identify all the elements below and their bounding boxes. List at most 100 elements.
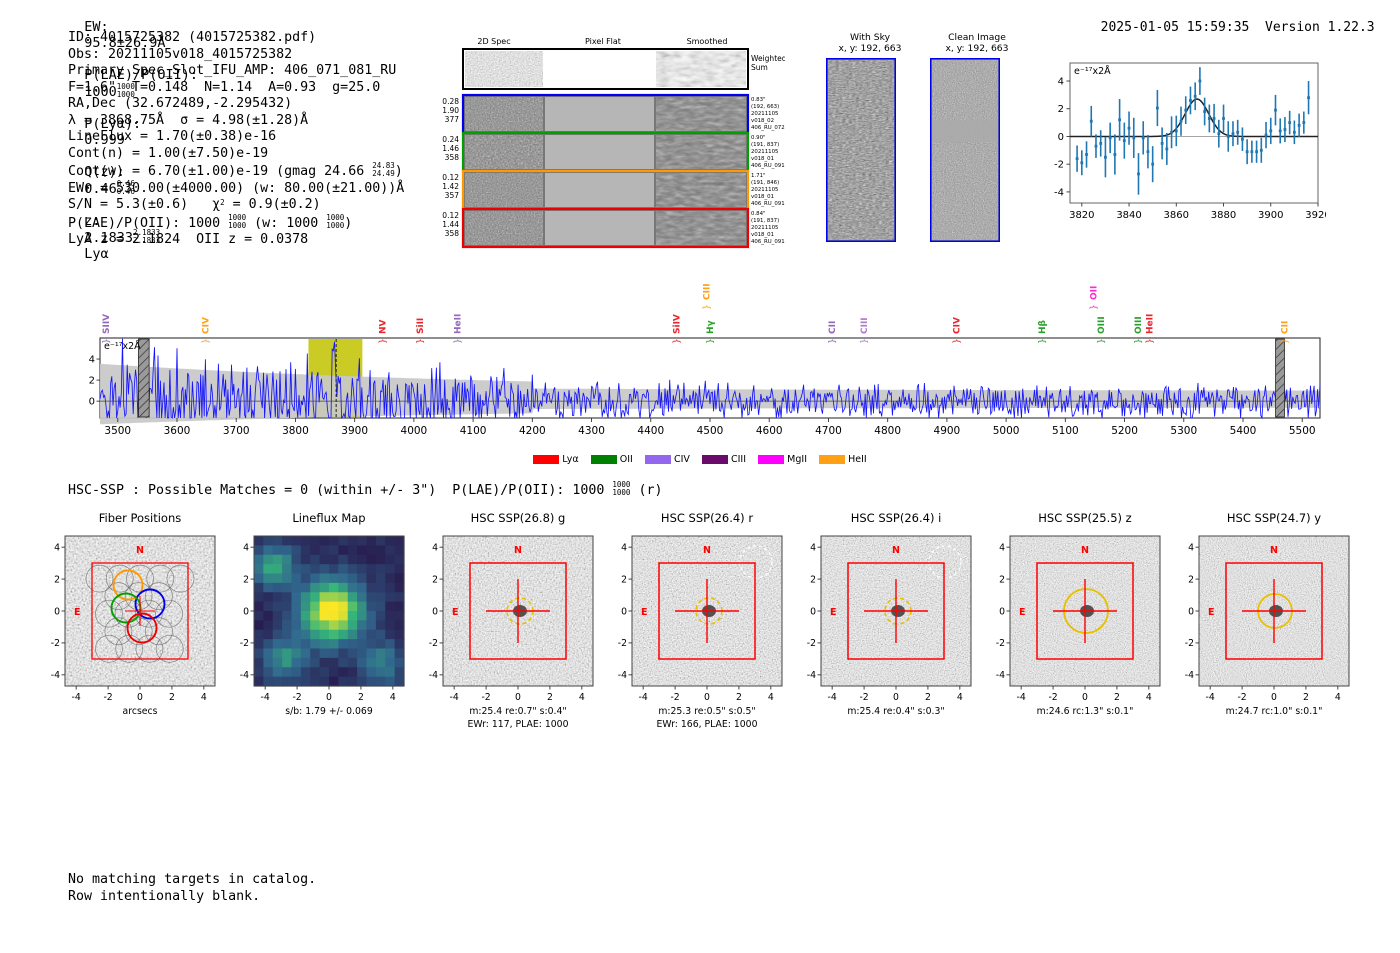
svg-text:-2: -2 [1054, 160, 1064, 171]
legend-swatch-civ [644, 455, 671, 464]
info-plae: P(LAE)/P(OII): 1000 1000 1000 (w: 1000 10… [68, 212, 353, 231]
svg-text:s/b: 1.79 +/- 0.069: s/b: 1.79 +/- 0.069 [285, 706, 373, 717]
legend-item: OII [590, 454, 633, 465]
svg-text:-4: -4 [1206, 692, 1215, 703]
info-id: ID: 4015725382 (4015725382.pdf) [68, 30, 317, 45]
svg-text:}: } [453, 338, 463, 344]
legend-item: CIV [644, 454, 690, 465]
svg-text:SIIV: SIIV [102, 314, 112, 334]
svg-text:HSC SSP(26.4) r: HSC SSP(26.4) r [661, 511, 753, 525]
svg-text:5200: 5200 [1111, 425, 1138, 437]
info-cont-n: Cont(n) = 1.00(±7.50)e-19 [68, 145, 269, 161]
svg-text:CIII: CIII [703, 283, 713, 300]
version-text: Version 1.22.3 [1265, 20, 1375, 35]
info-lambda-sigma: λ = 3868.75Å σ = 4.98(±1.28)Å [68, 112, 309, 128]
svg-text:CII: CII [1281, 321, 1291, 334]
svg-text:m:25.4 re:0.7" s:0.4": m:25.4 re:0.7" s:0.4" [469, 706, 566, 717]
svg-text:0: 0 [893, 692, 899, 703]
svg-text:0.28: 0.28 [442, 97, 459, 106]
svg-text:3840: 3840 [1116, 210, 1141, 221]
svg-text:Pixel Flat: Pixel Flat [585, 37, 621, 46]
full-spectrum-chart: e⁻¹⁷x2Å 0 2 4 3500 3600 3700 3800 3900 4000 4100 42… [82, 270, 1322, 455]
svg-text:3920: 3920 [1305, 210, 1326, 221]
z-line-id: Lyα [84, 245, 109, 262]
svg-text:-4: -4 [828, 692, 837, 703]
info-obs: Obs: 20211105v018_4015725382 [68, 46, 293, 62]
svg-text:4: 4 [1146, 692, 1152, 703]
z-value: 2.1833 [84, 229, 134, 246]
svg-text:(191, 837): (191, 837) [751, 218, 779, 224]
svg-text:2: 2 [358, 692, 364, 703]
svg-text:406_RU_091: 406_RU_091 [751, 239, 785, 245]
svg-text:-2: -2 [51, 638, 60, 649]
svg-text:E: E [830, 607, 837, 618]
svg-text:0: 0 [999, 606, 1005, 617]
svg-text:0: 0 [515, 692, 521, 703]
svg-text:Sum: Sum [751, 63, 768, 72]
svg-text:4: 4 [432, 542, 438, 553]
svg-text:0: 0 [54, 606, 60, 617]
svg-text:4: 4 [1188, 542, 1194, 553]
svg-text:2: 2 [1188, 574, 1194, 585]
legend-item: Lyα [533, 454, 579, 465]
summary-header: EW: 95.8±26.9Å P(LAE)/P(OII): 1000 1000 10… [68, 3, 198, 262]
spec2d-svg: 2D Spec Pixel Flat Smoothed Weighted Sum… [442, 37, 785, 249]
svg-text:-2: -2 [481, 692, 490, 703]
footer-line-1: No matching targets in catalog. [68, 872, 317, 887]
svg-text:Smoothed: Smoothed [687, 37, 728, 46]
svg-text:1.46: 1.46 [442, 144, 459, 153]
svg-text:3700: 3700 [223, 425, 250, 437]
svg-text:}: } [1134, 338, 1144, 344]
svg-text:4100: 4100 [460, 425, 487, 437]
svg-text:2: 2 [1303, 692, 1309, 703]
svg-text:3900: 3900 [341, 425, 368, 437]
cutout-panel: HSC SSP(26.8) g N E -4 -4 -2 -2 0 0 2 2 4 4 m:25.4 re… [429, 511, 594, 730]
svg-text:4: 4 [621, 542, 627, 553]
svg-text:HeII: HeII [453, 314, 463, 334]
svg-text:0: 0 [432, 606, 438, 617]
svg-text:0: 0 [1058, 132, 1064, 143]
svg-text:5100: 5100 [1052, 425, 1079, 437]
svg-text:Hγ: Hγ [706, 320, 716, 334]
svg-text:SiII: SiII [416, 318, 426, 334]
svg-text:CII: CII [828, 321, 838, 334]
info-conditions: F=1.6" T=0.148 N=1.14 A=0.93 g=25.0 [68, 79, 381, 95]
svg-text:0: 0 [243, 606, 249, 617]
clean-image-panel [930, 58, 1000, 242]
svg-text:}: } [860, 338, 870, 344]
svg-text:}: } [1038, 338, 1048, 344]
plae-label: P(LAE)/P(OII): [84, 67, 199, 83]
svg-text:0: 0 [326, 692, 332, 703]
svg-text:2: 2 [1058, 104, 1064, 115]
svg-text:4: 4 [243, 542, 249, 553]
cutout-panel: HSC SSP(26.4) r N E -4 -4 -2 -2 0 0 2 2 4 4 m:25.3 re… [618, 511, 783, 730]
svg-text:-2: -2 [807, 638, 816, 649]
svg-text:3900: 3900 [1258, 210, 1283, 221]
svg-text:N: N [892, 545, 900, 556]
qz-range: 0.46 0.46 [116, 178, 135, 196]
svg-text:5400: 5400 [1230, 425, 1257, 437]
svg-text:-4: -4 [261, 692, 270, 703]
svg-text:4: 4 [1058, 77, 1064, 88]
legend-swatch-lya [533, 455, 560, 464]
cutout-panel: HSC SSP(25.5) z N E -4 -4 -2 -2 0 0 2 2 4 4 m:24.6 rc… [996, 511, 1161, 717]
svg-text:-2: -2 [1237, 692, 1246, 703]
svg-text:4: 4 [54, 542, 60, 553]
spectrum-legend: Lyα OII CIV CIII MgII HeII [0, 454, 1400, 465]
svg-text:-4: -4 [450, 692, 459, 703]
svg-text:20211105: 20211105 [751, 111, 778, 117]
svg-text:0: 0 [1188, 606, 1194, 617]
plya-label: P(Lyα): [84, 115, 142, 132]
svg-text:377: 377 [445, 115, 460, 124]
info-lineflux: LineFlux = 1.70(±0.38)e-16 [68, 129, 277, 145]
svg-text:-4: -4 [1185, 670, 1194, 681]
svg-text:4: 4 [810, 542, 816, 553]
svg-text:2: 2 [925, 692, 931, 703]
svg-text:-4: -4 [1054, 187, 1064, 198]
svg-text:}: } [1281, 338, 1291, 344]
spec2d-montage: 2D Spec Pixel Flat Smoothed Weighted Sum… [425, 36, 785, 251]
svg-text:E: E [641, 607, 648, 618]
svg-text:2: 2 [736, 692, 742, 703]
svg-text:1.44: 1.44 [442, 220, 459, 229]
chi2-exponent: 2 [220, 197, 225, 207]
